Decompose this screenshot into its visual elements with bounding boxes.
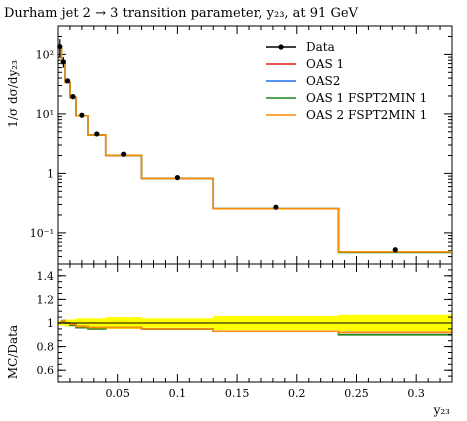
ratio-y-tick-label: 1.2	[37, 293, 55, 306]
data-point	[57, 44, 63, 50]
main-series-line-1	[58, 47, 452, 253]
main-y-ticks: 10⁻¹ 1 10¹ 10²	[30, 35, 452, 258]
data-point	[79, 112, 85, 118]
ratio-y-tick-label: 1.4	[37, 270, 55, 283]
legend-label: OAS2	[306, 74, 340, 88]
plot-title: Durham jet 2 → 3 transition parameter, y…	[4, 6, 359, 21]
main-data-points	[57, 39, 398, 253]
ratio-y-tick-label: 1	[47, 317, 54, 330]
legend: Data OAS 1 OAS2 OAS 1 FSPT2MIN 1 OAS 2 FSPT2…	[266, 40, 427, 122]
x-tick-label: 0.05	[105, 387, 130, 400]
x-tick-label: 0.15	[225, 387, 250, 400]
data-point	[64, 78, 71, 84]
ratio-y-tick-label: 0.6	[37, 364, 55, 377]
data-point	[121, 151, 127, 157]
legend-label: OAS 1	[306, 57, 344, 71]
x-tick-label: 0.1	[169, 387, 187, 400]
x-tick-label: 0.25	[344, 387, 369, 400]
main-y-tick-label: 1	[47, 167, 54, 180]
legend-label: Data	[306, 40, 335, 54]
main-series-line-4	[58, 47, 452, 253]
data-point	[392, 247, 398, 253]
main-y-label: 1/σ dσ/dy₂₃	[6, 60, 20, 128]
ratio-y-tick-label: 0.8	[37, 341, 55, 354]
data-point	[174, 174, 180, 181]
data-point	[60, 59, 66, 65]
main-panel: 10⁻¹ 1 10¹ 10²	[30, 25, 453, 265]
legend-label: OAS 1 FSPT2MIN 1	[306, 91, 427, 105]
x-tick-label: 0.2	[288, 387, 306, 400]
main-y-tick-label: 10²	[36, 48, 54, 61]
data-point	[94, 131, 100, 137]
ratio-series	[58, 319, 452, 336]
data-point	[273, 204, 279, 210]
main-y-tick-label: 10⁻¹	[30, 227, 54, 240]
main-x-ticks	[69, 26, 453, 264]
x-axis-label: y₂₃	[433, 403, 451, 417]
x-tick-label: 0.3	[407, 387, 425, 400]
legend-label: OAS 2 FSPT2MIN 1	[306, 108, 427, 122]
main-series-line-3	[58, 47, 452, 254]
main-series	[58, 47, 452, 254]
ratio-panel: 0.6 0.8 1 1.2 1.4 0.05 0.1 0.15 0.2 0.25 0.3	[37, 263, 453, 400]
legend-marker-data-dot	[278, 44, 284, 50]
data-point	[70, 94, 76, 100]
main-frame	[57, 25, 453, 265]
ratio-y-ticks: 0.6 0.8 1 1.2 1.4	[37, 269, 452, 377]
main-y-tick-label: 10¹	[36, 108, 54, 121]
ratio-y-label: MC/Data	[6, 325, 20, 379]
ratio-x-ticks: 0.05 0.1 0.15 0.2 0.25 0.3	[69, 264, 453, 400]
main-series-line-2	[58, 47, 452, 253]
ratio-series-line-4	[58, 319, 452, 334]
